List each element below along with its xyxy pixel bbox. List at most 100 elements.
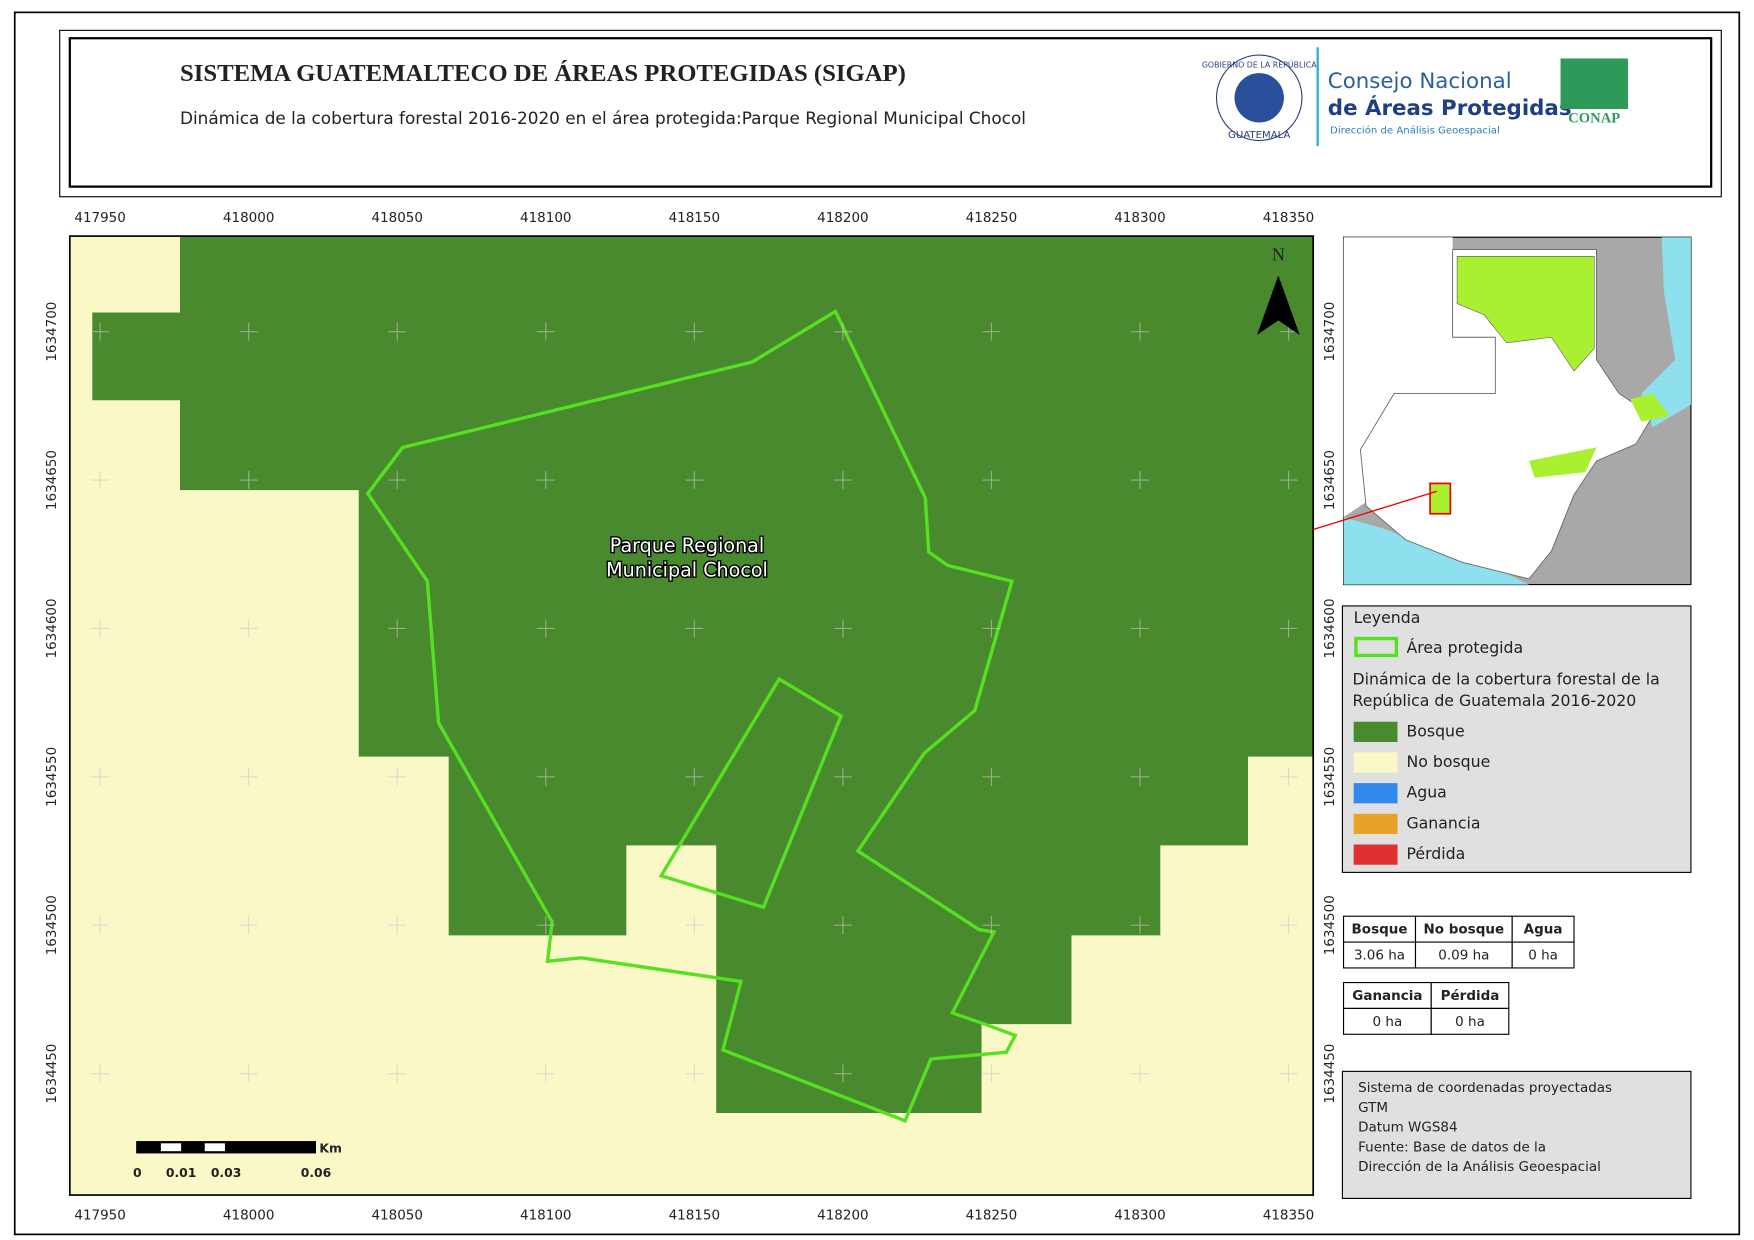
legend-label: Pérdida bbox=[1407, 844, 1466, 863]
x-tick-label: 418200 bbox=[817, 210, 868, 226]
x-tick-label: 418350 bbox=[1263, 1207, 1314, 1223]
grid-cross bbox=[982, 767, 1001, 786]
subtitle: Dinámica de la cobertura forestal 2016-2… bbox=[180, 108, 1026, 128]
legend-swatch bbox=[1353, 813, 1398, 835]
table-value: 0 ha bbox=[1373, 1014, 1403, 1030]
protected-area bbox=[658, 676, 844, 910]
legend-label: Ganancia bbox=[1407, 813, 1481, 832]
table-cell bbox=[1430, 1007, 1510, 1035]
north-label: N bbox=[1272, 244, 1285, 264]
grid-cross bbox=[833, 619, 852, 638]
legend: Leyenda Área protegida Dinámica de la co… bbox=[1341, 605, 1692, 873]
x-tick-label: 418150 bbox=[669, 1207, 720, 1223]
y-tick-label: 1634700 bbox=[44, 302, 60, 362]
x-tick-label: 418050 bbox=[371, 210, 422, 226]
conap-text: CONAP bbox=[1568, 111, 1620, 127]
grid-cross bbox=[91, 1064, 110, 1083]
scale-bar: Km 0 0.01 0.03 0.06 bbox=[133, 1141, 342, 1180]
legend-group: República de Guatemala 2016-2020 bbox=[1353, 691, 1637, 710]
y-tick-label: 1634450 bbox=[1322, 1044, 1338, 1104]
grid-cross bbox=[388, 619, 407, 638]
grid-cross bbox=[536, 1064, 555, 1083]
note-line: Fuente: Base de datos de la bbox=[1358, 1139, 1546, 1155]
grid-cross bbox=[982, 916, 1001, 935]
grid-cross bbox=[685, 471, 704, 490]
grid-cross bbox=[91, 619, 110, 638]
title: SISTEMA GUATEMALTECO DE ÁREAS PROTEGIDAS… bbox=[180, 59, 906, 87]
x-tick-label: 418250 bbox=[966, 210, 1017, 226]
scale-label: 0.01 bbox=[166, 1166, 197, 1180]
legend-swatch bbox=[1353, 752, 1398, 773]
inset-map bbox=[1312, 236, 1692, 586]
grid-cross bbox=[91, 471, 110, 490]
legend-label: No bosque bbox=[1407, 752, 1491, 771]
table-value: 0 ha bbox=[1455, 1014, 1485, 1030]
inset-protected bbox=[1630, 393, 1670, 422]
y-tick-label: 1634700 bbox=[1322, 302, 1338, 362]
x-tick-label: 418300 bbox=[1114, 1207, 1165, 1223]
area-label: Parque Regional bbox=[610, 534, 764, 557]
legend-title: Leyenda bbox=[1354, 608, 1421, 627]
seal-text: GOBIERNO DE LA REPÚBLICA bbox=[1202, 59, 1317, 70]
org-name: Consejo Nacional bbox=[1328, 69, 1512, 94]
inset-location bbox=[1429, 482, 1452, 515]
grid-cross bbox=[239, 471, 258, 490]
legend-swatch bbox=[1353, 783, 1398, 804]
table-value: 3.06 ha bbox=[1354, 948, 1405, 964]
x-tick-label: 418300 bbox=[1114, 210, 1165, 226]
y-tick-label: 1634550 bbox=[44, 747, 60, 807]
inset-protected bbox=[1529, 447, 1597, 478]
scale-segment bbox=[160, 1143, 182, 1152]
legend-label: Área protegida bbox=[1407, 638, 1524, 657]
grid-cross bbox=[833, 471, 852, 490]
grid-cross bbox=[388, 916, 407, 935]
grid-cross bbox=[1279, 916, 1298, 935]
grid-cross bbox=[1279, 1064, 1298, 1083]
y-tick-label: 1634550 bbox=[1322, 747, 1338, 807]
grid-cross bbox=[982, 322, 1001, 341]
scale-label: 0.03 bbox=[211, 1166, 242, 1180]
y-tick-label: 1634500 bbox=[44, 895, 60, 955]
area-label: Municipal Chocol bbox=[606, 559, 768, 582]
grid-cross bbox=[982, 619, 1001, 638]
grid-cross bbox=[388, 322, 407, 341]
protected-area bbox=[365, 308, 1018, 1124]
table-value: 0.09 ha bbox=[1438, 948, 1489, 964]
table-header: Ganancia bbox=[1352, 988, 1422, 1004]
legend-group: Dinámica de la cobertura forestal de la bbox=[1353, 670, 1660, 689]
legend-swatch bbox=[1354, 636, 1399, 658]
seal bbox=[1215, 54, 1303, 142]
grid-cross bbox=[1279, 767, 1298, 786]
grid-cross bbox=[388, 767, 407, 786]
y-tick-label: 1634600 bbox=[44, 598, 60, 658]
table-header: Pérdida bbox=[1441, 988, 1500, 1004]
x-tick-label: 418250 bbox=[966, 1207, 1017, 1223]
legend-swatch bbox=[1353, 844, 1398, 865]
org-dept: Dirección de Análisis Geoespacial bbox=[1330, 124, 1500, 136]
header-outer bbox=[59, 29, 1722, 198]
grid-cross bbox=[91, 322, 110, 341]
page-border bbox=[13, 11, 1741, 1236]
scale-label: 0.06 bbox=[301, 1166, 332, 1180]
legend-label: Agua bbox=[1407, 783, 1447, 802]
y-tick-label: 1634500 bbox=[1322, 895, 1338, 955]
conap-logo bbox=[1560, 58, 1628, 110]
x-tick-label: 418100 bbox=[520, 210, 571, 226]
grid-cross bbox=[1130, 767, 1149, 786]
north-arrow bbox=[1256, 275, 1300, 336]
locator-line bbox=[1312, 490, 1438, 531]
tables: Bosque 3.06 ha No bosque 0.09 ha Agua 0 ha Gan… bbox=[1342, 915, 1575, 1035]
grid-cross bbox=[833, 322, 852, 341]
header-inner bbox=[68, 37, 1713, 188]
legend-box bbox=[1341, 605, 1692, 873]
grid-cross bbox=[833, 767, 852, 786]
grid-cross bbox=[239, 767, 258, 786]
x-tick-label: 418000 bbox=[223, 1207, 274, 1223]
grid-cross bbox=[536, 916, 555, 935]
grid-cross bbox=[91, 767, 110, 786]
note-line: GTM bbox=[1358, 1100, 1388, 1116]
grid-cross bbox=[388, 471, 407, 490]
x-tick-label: 418350 bbox=[1263, 210, 1314, 226]
grid-cross bbox=[388, 1064, 407, 1083]
legend-label: Bosque bbox=[1407, 721, 1465, 740]
